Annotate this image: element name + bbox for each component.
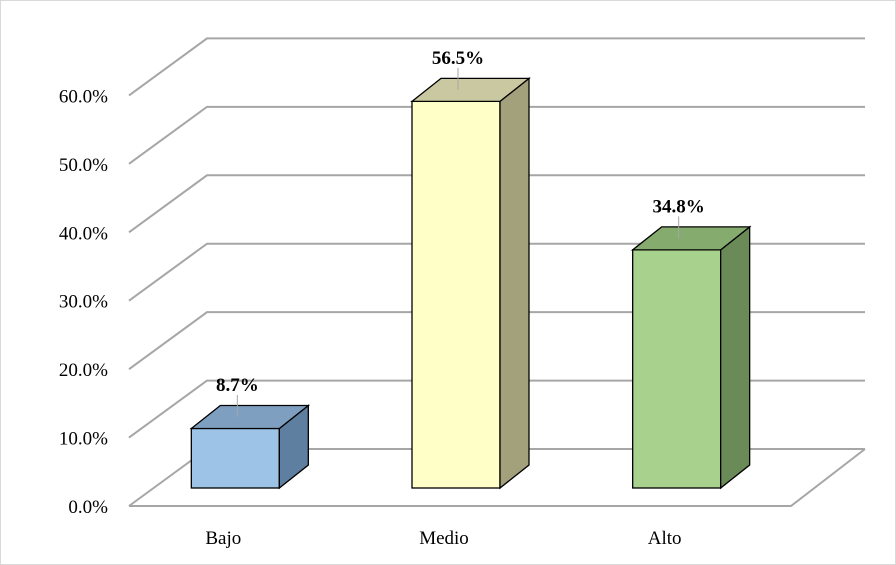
bar-top [630,226,752,251]
gridline [128,105,865,165]
bars: 8.7% 56.5% 34.8% [189,48,752,490]
bar-alto: 34.8% [630,196,752,490]
x-category-label: Medio [419,528,469,549]
y-tick-label: 50.0% [59,155,108,176]
floor-edge [129,448,866,507]
y-tick-label: 30.0% [59,292,108,313]
bar-front [411,100,501,489]
x-axis-labels: Bajo Medio Alto [205,528,681,549]
y-tick-label: 0.0% [68,497,108,518]
x-category-label: Bajo [205,528,241,549]
bar-side [499,77,530,490]
y-tick-label: 60.0% [59,86,108,107]
y-tick-label: 20.0% [59,360,108,381]
bar-side [720,225,751,490]
gridline [128,174,865,234]
bar-medio: 56.5% [410,48,531,490]
bar-front [632,249,722,489]
y-tick-label: 40.0% [59,223,108,244]
bar-front [190,427,280,489]
bar-top [189,404,311,430]
y-tick-label: 10.0% [59,429,108,450]
y-axis-ticks: 0.0% 10.0% 20.0% 30.0% 40.0% 50.0% 60.0% [59,86,108,518]
data-label: 56.5% [432,48,484,69]
gridlines [128,37,866,507]
gridline [128,37,865,97]
data-label: 34.8% [653,196,705,217]
data-label: 8.7% [216,375,259,396]
bar-bajo: 8.7% [189,375,311,490]
x-category-label: Alto [648,528,682,549]
bar-top [410,77,531,103]
